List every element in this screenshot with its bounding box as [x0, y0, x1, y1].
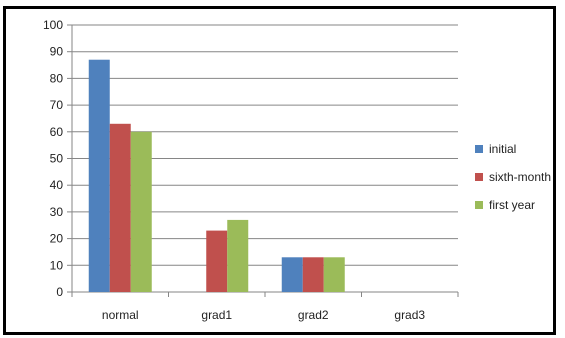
x-tick-label: grad1: [201, 308, 232, 322]
bar-first-year-grad1: [227, 219, 249, 292]
bar-sixth-month-normal: [109, 123, 131, 292]
bar-chart: 0 10 20 30 40 50 60 70 80 90 100 normal grad1 grad2 gr…: [43, 18, 551, 322]
bar-initial-normal: [88, 59, 110, 293]
legend: initial sixth-month first year: [475, 142, 551, 212]
legend-swatch-sixth-month: [475, 173, 483, 181]
legend-label: sixth-month: [489, 170, 551, 184]
bar-sixth-month-grad1: [206, 230, 228, 292]
bars: [88, 59, 345, 293]
axes: [67, 24, 459, 297]
tick-labels: 0 10 20 30 40 50 60 70 80 90 100 normal grad1 grad2 gr…: [43, 18, 425, 322]
x-tick-label: grad2: [298, 308, 329, 322]
y-tick-label: 20: [50, 232, 64, 246]
y-tick-label: 90: [50, 45, 64, 59]
legend-label: first year: [489, 198, 535, 212]
bar-sixth-month-grad2: [302, 257, 324, 292]
y-tick-label: 0: [56, 285, 63, 299]
legend-swatch-initial: [475, 145, 483, 153]
bar-initial-grad2: [281, 257, 303, 292]
y-tick-label: 80: [50, 71, 64, 85]
y-tick-label: 50: [50, 152, 64, 166]
x-tick-label: grad3: [394, 308, 425, 322]
bar-first-year-grad2: [323, 257, 345, 292]
x-tick-label: normal: [102, 308, 139, 322]
y-tick-label: 30: [50, 205, 64, 219]
y-tick-label: 10: [50, 258, 64, 272]
legend-label: initial: [489, 142, 516, 156]
y-tick-label: 70: [50, 98, 64, 112]
bar-first-year-normal: [130, 131, 152, 292]
chart-frame: 0 10 20 30 40 50 60 70 80 90 100 normal grad1 grad2 gr…: [3, 6, 556, 335]
y-tick-label: 60: [50, 125, 64, 139]
y-tick-label: 40: [50, 178, 64, 192]
legend-swatch-first-year: [475, 201, 483, 209]
y-tick-label: 100: [43, 18, 63, 32]
